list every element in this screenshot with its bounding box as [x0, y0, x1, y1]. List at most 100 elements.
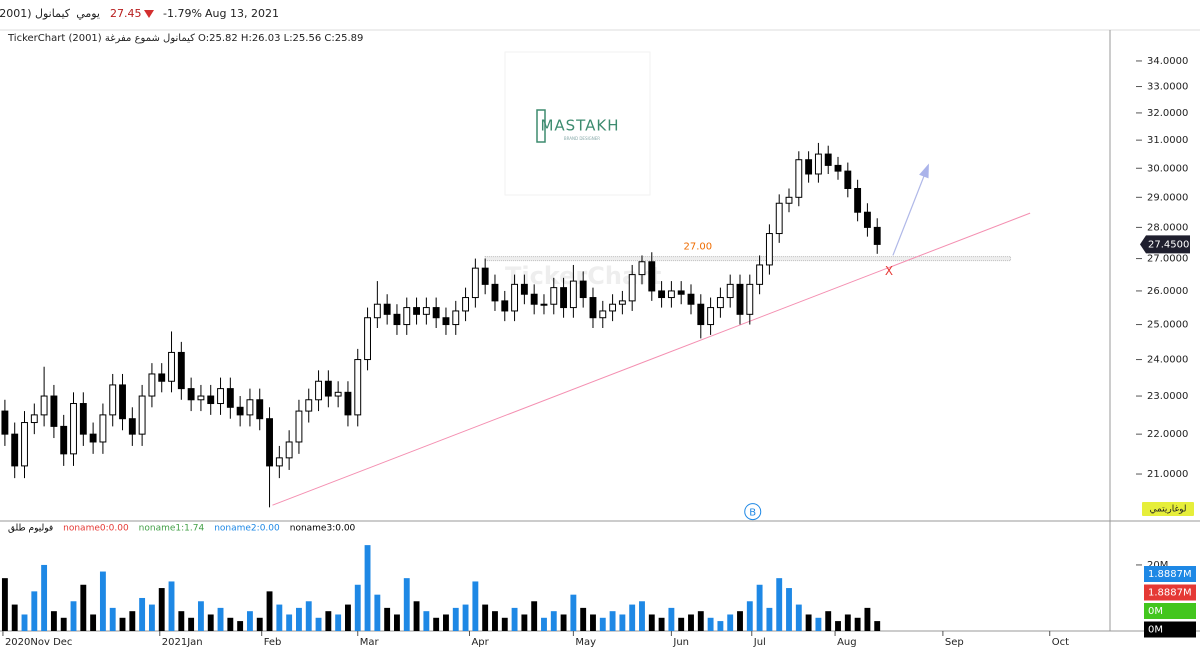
x-tick-label: May [575, 637, 596, 648]
candle-body [481, 267, 489, 285]
volume-bar [403, 578, 410, 631]
candle-body [119, 384, 126, 420]
volume-bar [384, 607, 391, 631]
candle-body [344, 391, 352, 416]
candle-body [599, 310, 607, 319]
x-tick-label: Feb [264, 637, 282, 648]
y-tick-label: 27.0000 [1147, 254, 1188, 265]
volume-bar [472, 581, 479, 631]
volume-bar [197, 601, 204, 631]
volume-value-label: 0M [1148, 625, 1163, 636]
volume-bar [21, 614, 28, 631]
trendline [272, 212, 1031, 506]
candle-body [79, 403, 87, 435]
volume-bar [60, 617, 67, 631]
candle-body [471, 267, 479, 299]
volume-bar [844, 614, 851, 631]
candle-body [21, 422, 28, 467]
volume-bar [188, 617, 195, 631]
volume-bar [276, 604, 283, 631]
down-triangle [144, 10, 154, 18]
volume-bar [1, 578, 8, 631]
candle-body [805, 159, 813, 175]
candle-body [30, 414, 38, 424]
candle-body [168, 351, 175, 382]
x-tick-label: Jun [672, 637, 689, 648]
candle-body [638, 261, 646, 276]
y-tick-label: 32.0000 [1147, 108, 1188, 119]
volume-legend-item: noname2:0.00 [214, 524, 280, 534]
volume-bar [139, 597, 146, 631]
volume-bar [178, 611, 185, 631]
x-tick-label: 2021Jan [162, 637, 203, 648]
volume-bar [129, 611, 136, 631]
candle-body [266, 418, 273, 467]
volume-bar [560, 614, 567, 631]
volume-bar [246, 611, 253, 631]
candle-body [413, 307, 420, 315]
candle-body [560, 287, 568, 309]
x-tick-label: Mar [360, 637, 380, 648]
candle-body [589, 297, 597, 319]
volume-bar [394, 614, 400, 631]
volume-value-tag [1144, 621, 1196, 638]
candle-body [462, 297, 470, 312]
candle-body [501, 300, 509, 312]
volume-value-tag [1144, 584, 1196, 601]
candle-body [197, 395, 205, 401]
candle-body [795, 159, 803, 198]
candle-body [109, 384, 117, 416]
candle-body [246, 399, 254, 416]
candle-body [128, 418, 136, 435]
volume-bar [482, 604, 489, 631]
candle-body [275, 457, 283, 467]
y-tick-label: 29.0000 [1147, 192, 1188, 203]
volume-bar [756, 584, 763, 631]
change: -1.79% [163, 7, 202, 20]
volume-bar [305, 601, 312, 631]
x-tick-label: Oct [1052, 637, 1069, 648]
candle-body [148, 373, 156, 397]
candle-body [177, 351, 185, 390]
logo-bracket [536, 109, 546, 143]
volume-bar [727, 614, 734, 631]
candle-body [854, 187, 862, 213]
volume-bar [217, 607, 224, 631]
candle-body [658, 290, 666, 299]
volume-value-tag [1144, 603, 1196, 619]
x-tick-label: Jul [753, 637, 766, 648]
volume-bar [443, 614, 449, 631]
candle-body [609, 303, 617, 312]
candle-body [540, 303, 548, 306]
candle-body [716, 297, 724, 309]
scale-button-bg[interactable] [1142, 502, 1194, 516]
arrow-head [919, 163, 929, 179]
volume-bar [158, 588, 165, 631]
candle-body [50, 395, 58, 427]
marker-b: B [749, 508, 756, 519]
volume-bar [707, 617, 714, 631]
y-tick-label: 30.0000 [1147, 163, 1188, 174]
volume-bar [511, 607, 518, 631]
candle-body [697, 303, 705, 326]
candle-body [217, 388, 224, 405]
candle-body [285, 441, 293, 459]
volume-bar [452, 607, 459, 631]
candle-body [373, 303, 381, 319]
scale-button[interactable]: لوغاريتمي [1149, 505, 1186, 515]
candle-body [138, 395, 146, 435]
volume-bar [266, 591, 273, 631]
candle-body [746, 283, 754, 315]
candle-body [736, 283, 744, 315]
volume-bar [374, 594, 381, 631]
volume-bar [119, 617, 126, 631]
level-band [484, 256, 1012, 262]
volume-bar [462, 604, 469, 631]
candle-body [207, 395, 215, 405]
volume-bar [433, 617, 440, 631]
volume-bar [531, 601, 538, 631]
volume-bar [570, 594, 577, 631]
y-tick-label: 33.0000 [1147, 82, 1188, 93]
candle-body [618, 300, 626, 305]
volume-bar [286, 614, 293, 631]
